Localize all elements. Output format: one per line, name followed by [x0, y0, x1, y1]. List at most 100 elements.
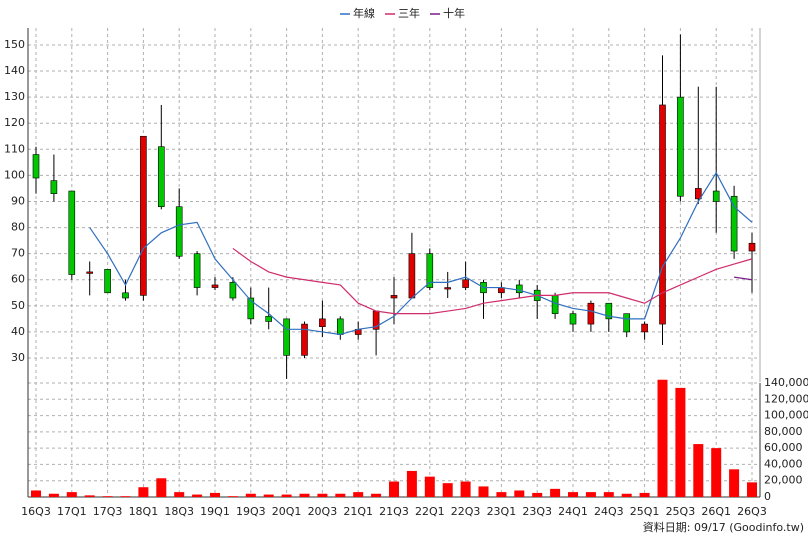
volume-bar	[711, 448, 722, 497]
footnote: 資料日期: 09/17 (Goodinfo.tw)	[643, 520, 804, 534]
legend-label: 年線	[353, 6, 375, 20]
candle-body	[211, 284, 219, 288]
volume-bar	[174, 492, 185, 497]
x-tick-label: 16Q3	[21, 505, 51, 518]
x-tick-label: 20Q1	[272, 505, 302, 518]
x-tick-label: 24Q1	[558, 505, 588, 518]
volume-bar	[227, 496, 238, 497]
x-tick-label: 23Q1	[487, 505, 517, 518]
candle-body	[515, 284, 523, 294]
y-tick-label: 50	[11, 299, 25, 312]
volume-bar	[568, 492, 578, 497]
volume-bar	[120, 496, 131, 497]
x-tick-label: 21Q1	[343, 505, 373, 518]
volume-bar	[353, 492, 364, 497]
x-tick-label: 19Q3	[236, 505, 266, 518]
legend-label: 三年	[398, 6, 420, 20]
y-tick-label: 90	[11, 194, 25, 207]
candle-body	[587, 302, 595, 325]
volume-bar	[424, 476, 435, 497]
y2-tick-label: 0	[764, 490, 771, 503]
volume-bar	[496, 492, 507, 497]
candle-body	[175, 206, 183, 257]
x-tick-label: 17Q1	[57, 505, 87, 518]
volume-bar	[747, 482, 757, 497]
candle-body	[569, 313, 577, 325]
candle-body	[122, 292, 129, 299]
ma-line	[734, 276, 753, 281]
volume-bar	[371, 493, 382, 497]
legend-label: 十年	[443, 6, 465, 20]
x-tick-label: 25Q3	[666, 505, 696, 518]
ma-line	[89, 171, 753, 336]
candle-body	[730, 195, 738, 252]
x-tick-label: 21Q3	[379, 505, 409, 518]
volume-bar	[210, 492, 220, 497]
x-tick-label: 26Q1	[701, 505, 731, 518]
candle-body	[301, 323, 308, 356]
candle-body	[551, 295, 559, 314]
x-tick-label: 26Q3	[737, 505, 767, 518]
volume-bar	[263, 494, 274, 497]
y2-tick-label: 40,000	[764, 457, 803, 470]
volume-bar	[156, 478, 167, 497]
candle-body	[694, 188, 702, 200]
candle-body	[712, 190, 720, 202]
volume-bar	[192, 494, 203, 497]
volume-bar	[299, 493, 310, 497]
volume-bar	[84, 495, 95, 497]
volume-bar	[729, 469, 740, 497]
volume-bar	[389, 481, 399, 497]
volume-bar	[585, 492, 596, 497]
volume-bar	[335, 493, 346, 497]
x-tick-label: 17Q3	[93, 505, 123, 518]
y-tick-label: 120	[4, 116, 25, 129]
candle-body	[748, 242, 756, 252]
y2-tick-label: 80,000	[764, 425, 803, 438]
candle-body	[659, 104, 666, 325]
candle-body	[247, 297, 255, 320]
candle-body	[408, 253, 416, 299]
volume-bar	[621, 493, 632, 497]
y-tick-label: 100	[4, 168, 25, 181]
volume-bar	[657, 379, 668, 497]
volume-bar	[102, 496, 113, 497]
volume-bar	[406, 470, 417, 497]
candle-body	[50, 180, 58, 194]
x-tick-label: 22Q1	[415, 505, 445, 518]
volume-bar	[478, 486, 489, 497]
candle-body	[104, 269, 111, 294]
y2-tick-label: 60,000	[764, 441, 803, 454]
volume-bar	[245, 493, 256, 497]
candle-body	[319, 318, 326, 327]
x-tick-label: 22Q3	[451, 505, 481, 518]
candle-body	[677, 96, 684, 197]
volume-bar	[442, 483, 453, 497]
candle-body	[462, 279, 469, 288]
volume-bar	[550, 488, 561, 497]
candle-body	[426, 253, 434, 288]
candle-body	[641, 323, 648, 333]
y-tick-label: 30	[11, 351, 25, 364]
y-tick-label: 40	[11, 325, 25, 338]
x-tick-label: 24Q3	[594, 505, 624, 518]
candle-body	[390, 295, 398, 299]
volume-bar	[639, 492, 650, 497]
candle-body	[265, 315, 273, 322]
volume-bar	[532, 492, 543, 497]
x-tick-label: 18Q1	[129, 505, 159, 518]
volume-bar	[460, 481, 471, 497]
candle-body	[68, 190, 76, 275]
volume-bar	[675, 387, 686, 497]
candle-body	[86, 271, 93, 274]
candle-body	[623, 313, 631, 333]
x-tick-label: 20Q3	[308, 505, 338, 518]
y-tick-label: 130	[4, 90, 25, 103]
candle-body	[605, 302, 613, 320]
y-tick-label: 110	[4, 142, 25, 155]
x-tick-label: 18Q3	[164, 505, 194, 518]
ma-line	[232, 247, 753, 315]
y2-tick-label: 120,000	[764, 392, 808, 405]
candle-body	[32, 154, 40, 179]
